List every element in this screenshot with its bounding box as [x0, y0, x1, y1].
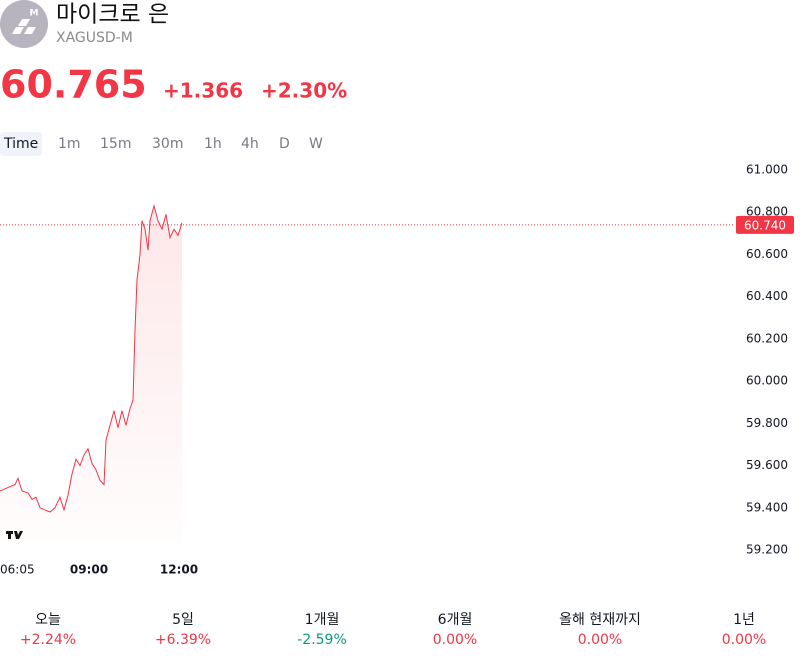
timeframe-tab[interactable]: 1h: [204, 136, 222, 152]
symbol-icon: M: [0, 0, 48, 48]
symbol-code: XAGUSD-M: [56, 30, 133, 46]
timeframe-tab[interactable]: D: [279, 136, 290, 152]
price-change: +1.366: [163, 79, 243, 103]
period-change[interactable]: -2.59%: [297, 632, 347, 648]
y-tick-label: 59.600: [746, 458, 788, 472]
timeframe-tab[interactable]: 1m: [58, 136, 81, 152]
y-tick-label: 59.200: [746, 543, 788, 557]
timeframe-tab[interactable]: Time: [3, 136, 38, 152]
x-tick-label: 06:05: [0, 563, 35, 577]
period-change[interactable]: 0.00%: [433, 632, 477, 648]
period-label[interactable]: 1개월: [305, 612, 340, 628]
y-tick-label: 59.400: [746, 500, 788, 514]
timeframe-tab[interactable]: 30m: [152, 136, 183, 152]
period-change[interactable]: +6.39%: [155, 632, 211, 648]
y-tick-label: 60.400: [746, 289, 788, 303]
period-label[interactable]: 올해 현재까지: [559, 612, 641, 628]
last-price-label: 60.740: [744, 218, 786, 232]
x-tick-label: 09:00: [70, 563, 108, 577]
y-tick-label: 61.000: [746, 163, 788, 177]
period-label[interactable]: 오늘: [35, 612, 61, 628]
price-change-percent: +2.30%: [261, 79, 347, 103]
y-tick-label: 60.800: [746, 205, 788, 219]
tab-active-bg: [0, 132, 42, 156]
timeframe-tab[interactable]: 15m: [100, 136, 131, 152]
period-label[interactable]: 5일: [172, 612, 194, 628]
timeframe-tab[interactable]: 4h: [241, 136, 259, 152]
x-tick-label: 12:00: [160, 563, 198, 577]
area-fill: [0, 205, 182, 545]
symbol-title: 마이크로 은: [56, 2, 169, 28]
period-change[interactable]: 0.00%: [722, 632, 766, 648]
period-change[interactable]: 0.00%: [578, 632, 622, 648]
y-tick-label: 60.200: [746, 331, 788, 345]
y-tick-label: 59.800: [746, 416, 788, 430]
y-tick-label: 60.600: [746, 247, 788, 261]
price: 60.765: [0, 63, 147, 107]
period-label[interactable]: 1년: [733, 612, 755, 628]
icon-badge: M: [30, 9, 39, 19]
last-price-badge: [736, 215, 794, 234]
price-line: [0, 203, 183, 513]
period-change[interactable]: +2.24%: [20, 632, 76, 648]
y-tick-label: 60.000: [746, 374, 788, 388]
timeframe-tab[interactable]: W: [309, 136, 323, 152]
period-label[interactable]: 6개월: [438, 612, 473, 628]
